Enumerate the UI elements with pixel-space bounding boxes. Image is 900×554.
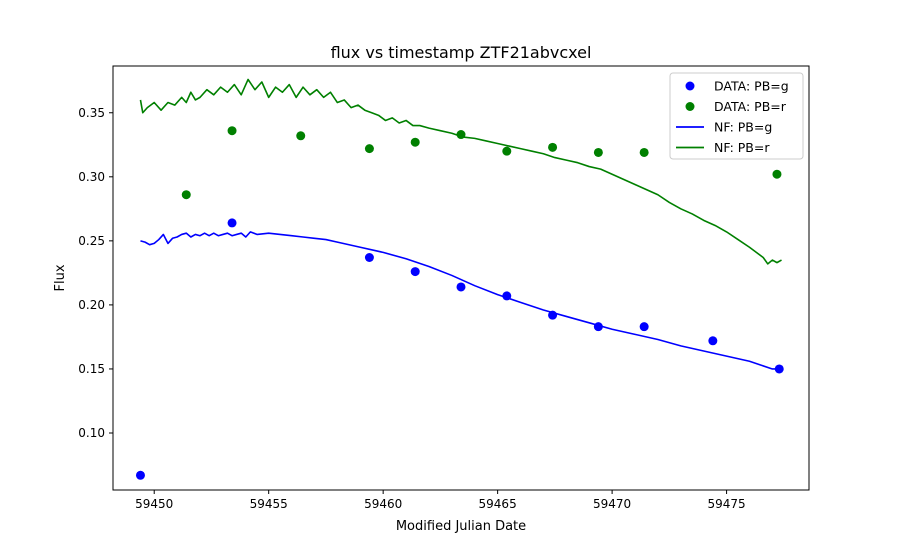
y-tick-label: 0.20: [78, 298, 105, 312]
x-axis-label: Modified Julian Date: [396, 519, 526, 534]
y-tick-label: 0.35: [78, 106, 105, 120]
plot-area: [135, 78, 784, 480]
legend-marker: [685, 102, 695, 111]
data-point-series-2: [296, 131, 306, 141]
data-point-series-1: [410, 267, 420, 277]
data-point-series-2: [593, 147, 603, 157]
legend-label: NF: PB=r: [714, 140, 770, 155]
data-point-series-1: [708, 336, 718, 346]
data-point-series-1: [502, 291, 512, 301]
x-tick-label: 59460: [364, 497, 402, 511]
x-tick-label: 59450: [135, 497, 173, 511]
data-point-series-2: [181, 190, 191, 200]
data-point-series-2: [410, 137, 420, 147]
data-point-series-1: [227, 218, 237, 228]
y-axis: 0.10 0.15 0.20 0.25 0.30 0.35: [78, 106, 113, 440]
y-tick-label: 0.25: [78, 234, 105, 248]
legend-box: [669, 72, 804, 160]
data-point-series-2: [639, 147, 649, 157]
x-tick-label: 59465: [479, 497, 517, 511]
data-point-series-2: [364, 144, 374, 154]
legend-marker: [685, 81, 695, 91]
data-point-series-1: [639, 322, 649, 332]
data-point-series-2: [502, 146, 512, 156]
y-tick-label: 0.10: [78, 426, 105, 440]
y-tick-label: 0.15: [78, 362, 105, 376]
data-point-series-2: [456, 130, 466, 140]
data-point-series-2: [548, 142, 558, 152]
data-point-series-2: [227, 126, 237, 136]
legend-label: DATA: PB=g: [714, 79, 789, 94]
data-point-series-1: [548, 310, 558, 320]
x-tick-label: 59455: [250, 497, 288, 511]
x-tick-label: 59475: [707, 497, 745, 511]
line-series-2: [139, 78, 782, 265]
legend-label: DATA: PB=r: [714, 99, 787, 114]
y-tick-label: 0.30: [78, 170, 105, 184]
data-point-series-1: [774, 364, 784, 374]
data-point-series-1: [456, 282, 466, 292]
plot-frame: [112, 65, 810, 491]
data-point-series-1: [364, 253, 374, 262]
chart-title: flux vs timestamp ZTF21abvcxel: [331, 43, 592, 62]
y-axis-label: Flux: [53, 264, 68, 291]
data-point-series-1: [593, 322, 603, 332]
data-point-series-1: [135, 470, 145, 480]
legend-label: NF: PB=g: [714, 120, 772, 135]
x-tick-label: 59470: [593, 497, 631, 511]
data-point-series-2: [772, 169, 782, 179]
x-axis: 59450 59455 59460 59465 59470 59475: [135, 490, 746, 511]
line-series-1: [140, 231, 780, 370]
legend: DATA: PB=g DATA: PB=r NF: PB=g NF: PB=r: [669, 72, 804, 160]
